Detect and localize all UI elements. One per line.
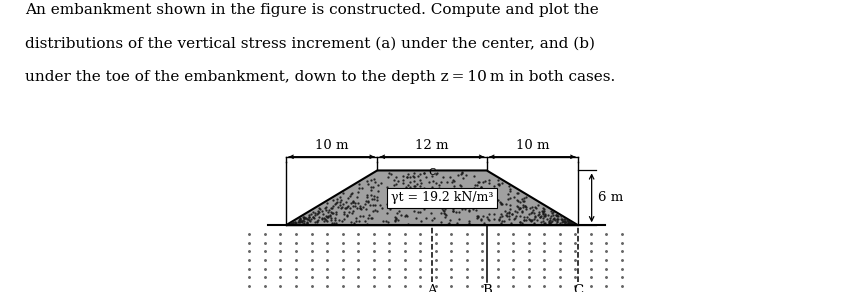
Text: γt = 19.2 kN/m³: γt = 19.2 kN/m³ — [391, 191, 493, 204]
Text: distributions of the vertical stress increment (a) under the center, and (b): distributions of the vertical stress inc… — [25, 36, 595, 51]
Polygon shape — [286, 171, 578, 225]
Text: C: C — [573, 284, 583, 292]
Text: c: c — [429, 165, 435, 178]
Text: B: B — [482, 284, 491, 292]
Text: A: A — [427, 284, 437, 292]
Text: An embankment shown in the figure is constructed. Compute and plot the: An embankment shown in the figure is con… — [25, 3, 599, 17]
Text: 12 m: 12 m — [415, 139, 449, 152]
Text: 10 m: 10 m — [315, 139, 348, 152]
Text: 10 m: 10 m — [516, 139, 549, 152]
Text: 6 m: 6 m — [598, 191, 623, 204]
Text: under the toe of the embankment, down to the depth z = 10 m in both cases.: under the toe of the embankment, down to… — [25, 70, 616, 84]
